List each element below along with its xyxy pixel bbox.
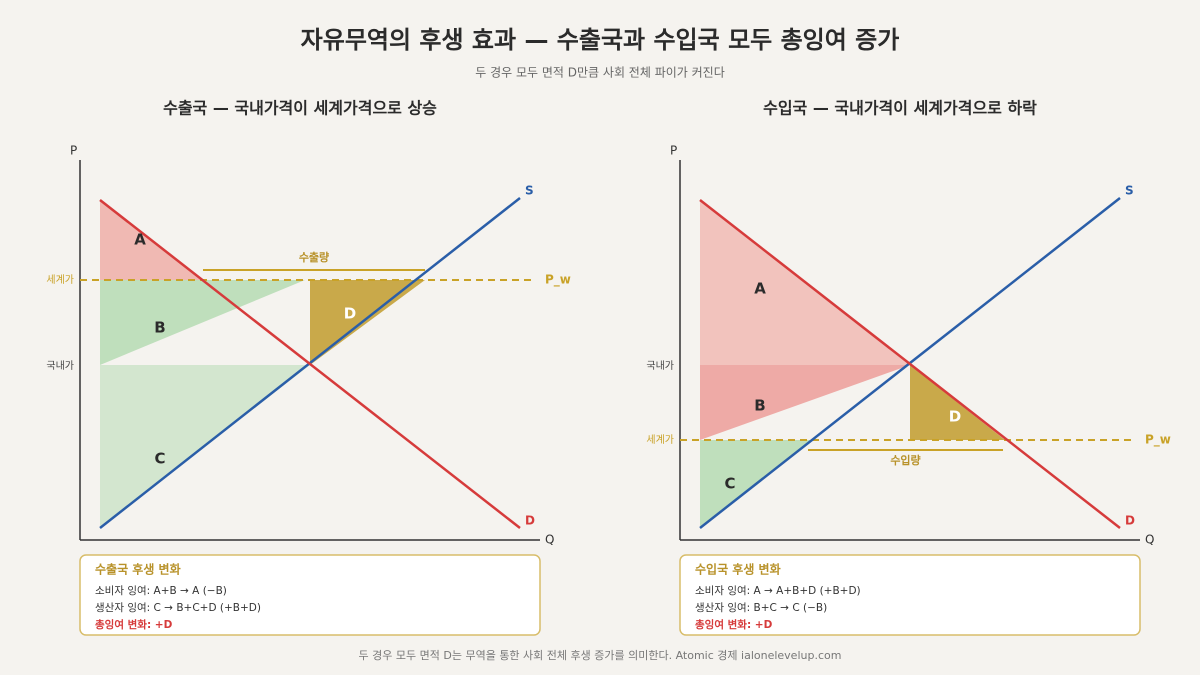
- area-label: A: [134, 231, 146, 249]
- area-label: C: [154, 450, 165, 468]
- area-1: [700, 365, 910, 440]
- axis-label-x: Q: [1145, 533, 1154, 547]
- subtitle: 두 경우 모두 면적 D만큼 사회 전체 파이가 커진다: [475, 66, 725, 80]
- supply-label: S: [1125, 184, 1134, 198]
- area-label: B: [754, 397, 765, 415]
- panel-title: 수입국 — 국내가격이 세계가격으로 하락: [763, 99, 1037, 118]
- demand-curve: [699, 199, 1121, 529]
- domestic-price-tick: 국내가: [46, 360, 74, 372]
- area-label: A: [754, 280, 766, 298]
- box-line: 소비자 잉여: A+B → A (−B): [95, 585, 227, 597]
- demand-label: D: [525, 514, 535, 528]
- summary-box: [79, 554, 541, 636]
- box-line: 소비자 잉여: A → A+B+D (+B+D): [695, 585, 861, 597]
- world-price-label: P_w: [545, 273, 571, 288]
- axis-label-y: P: [670, 144, 677, 158]
- area-3: [310, 280, 425, 365]
- box-line: 생산자 잉여: B+C → C (−B): [695, 602, 827, 614]
- demand-curve: [99, 199, 521, 529]
- panel-title: 수출국 — 국내가격이 세계가격으로 상승: [163, 99, 437, 118]
- box-line: 생산자 잉여: C → B+C+D (+B+D): [95, 602, 261, 614]
- supply-label: S: [525, 184, 534, 198]
- domestic-price-tick: 국내가: [646, 360, 674, 372]
- area-label: C: [724, 475, 735, 493]
- box-title: 수출국 후생 변화: [95, 562, 181, 577]
- area-label: B: [154, 319, 165, 337]
- axis-label-x: Q: [545, 533, 554, 547]
- area-label: D: [344, 305, 356, 323]
- footer: 두 경우 모두 면적 D는 무역을 통한 사회 전체 후생 증가를 의미한다. …: [359, 649, 842, 662]
- box-title: 수입국 후생 변화: [695, 562, 781, 577]
- summary-box: [679, 554, 1141, 636]
- demand-label: D: [1125, 514, 1135, 528]
- world-price-label: P_w: [1145, 433, 1171, 448]
- box-line: 총잉여 변화: +D: [95, 618, 173, 631]
- quantity-label: 수출량: [299, 250, 329, 264]
- title: 자유무역의 후생 효과 — 수출국과 수입국 모두 총잉여 증가: [301, 26, 900, 54]
- box-line: 총잉여 변화: +D: [695, 618, 773, 631]
- area-1: [100, 280, 305, 365]
- axis-label-y: P: [70, 144, 77, 158]
- world-price-tick: 세계가: [46, 274, 74, 286]
- world-price-tick: 세계가: [646, 434, 674, 446]
- quantity-label: 수입량: [890, 454, 920, 467]
- area-label: D: [949, 408, 961, 426]
